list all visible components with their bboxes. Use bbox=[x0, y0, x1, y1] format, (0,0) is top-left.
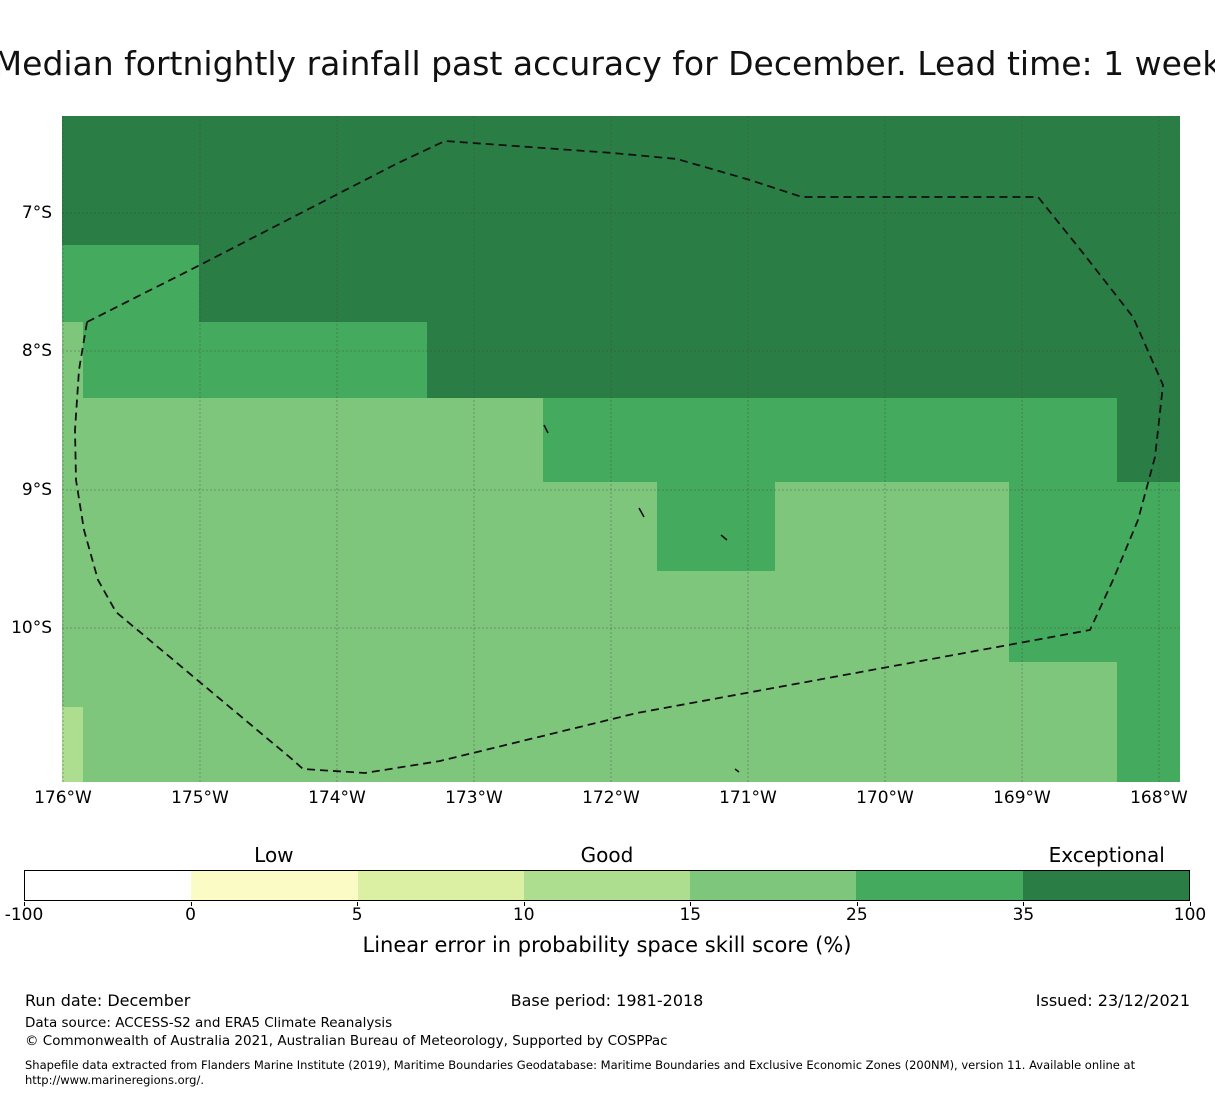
island-boundary-mark bbox=[720, 534, 728, 541]
colorbar-tick-label: 25 bbox=[846, 905, 868, 925]
skill-cell-15-25 bbox=[775, 482, 1009, 571]
colorbar-tickmark bbox=[357, 902, 359, 906]
lon-tick-label: 169°W bbox=[993, 788, 1051, 808]
shapefile-url-text: http://www.marineregions.org/. bbox=[25, 1073, 204, 1087]
island-boundary-mark bbox=[543, 424, 549, 434]
lon-tick-label: 175°W bbox=[171, 788, 229, 808]
copyright-text: © Commonwealth of Australia 2021, Austra… bbox=[25, 1033, 668, 1049]
skill-cell-10-15 bbox=[62, 707, 83, 782]
skill-cell-25-35 bbox=[83, 322, 427, 398]
run-date-text: Run date: December bbox=[25, 991, 191, 1010]
lat-tick-label: 10°S bbox=[11, 618, 52, 638]
colorbar-axis-label: Linear error in probability space skill … bbox=[362, 933, 852, 957]
lon-tick-label: 170°W bbox=[856, 788, 914, 808]
skill-cell-25-35 bbox=[62, 245, 199, 322]
colorbar-tickmark bbox=[1190, 902, 1191, 906]
colorbar-segment-0 bbox=[25, 871, 192, 900]
skill-cell-15-25 bbox=[62, 662, 1117, 707]
skill-cell-35-100 bbox=[199, 245, 1180, 322]
colorbar-tickmark bbox=[523, 902, 525, 906]
colorbar-tickmark bbox=[190, 902, 192, 906]
lat-tick-label: 8°S bbox=[21, 341, 52, 361]
lon-tick-label: 171°W bbox=[719, 788, 777, 808]
colorbar-tickmark bbox=[24, 902, 25, 906]
colorbar-segment-6 bbox=[1022, 871, 1189, 900]
colorbar-tick-label: 15 bbox=[679, 905, 702, 925]
colorbar-tick-label: -100 bbox=[4, 905, 44, 925]
colorbar-tickmark bbox=[856, 902, 858, 906]
skill-cell-25-35 bbox=[543, 398, 1117, 482]
skill-cell-35-100 bbox=[427, 322, 1180, 398]
colorbar-segment-4 bbox=[690, 871, 857, 900]
colorbar-category-low: Low bbox=[254, 843, 294, 867]
colorbar-tick-label: 35 bbox=[1012, 905, 1035, 925]
skill-cell-25-35 bbox=[657, 482, 775, 571]
skill-cell-15-25 bbox=[62, 482, 657, 571]
data-source-text: Data source: ACCESS-S2 and ERA5 Climate … bbox=[25, 1015, 393, 1031]
lat-tick-label: 7°S bbox=[21, 203, 52, 223]
skill-cell-15-25 bbox=[62, 322, 83, 398]
skill-cell-35-100 bbox=[1117, 398, 1180, 482]
colorbar-tick-label: 100 bbox=[1173, 905, 1207, 925]
island-boundary-mark bbox=[638, 507, 645, 518]
rainfall-skill-map bbox=[62, 116, 1180, 782]
colorbar-category-exceptional: Exceptional bbox=[1048, 843, 1165, 867]
lon-tick-label: 168°W bbox=[1130, 788, 1188, 808]
island-boundary-mark bbox=[734, 768, 740, 773]
colorbar bbox=[24, 870, 1190, 901]
skill-cell-15-25 bbox=[62, 398, 543, 482]
colorbar-segment-1 bbox=[191, 871, 358, 900]
skill-cell-15-25 bbox=[83, 707, 1117, 782]
colorbar-tick-label: 10 bbox=[512, 905, 535, 925]
base-period-text: Base period: 1981-2018 bbox=[510, 991, 704, 1010]
skill-cell-35-100 bbox=[62, 116, 1180, 245]
colorbar-segment-3 bbox=[523, 871, 691, 900]
colorbar-tick-label: 0 bbox=[185, 905, 196, 925]
colorbar-segment-2 bbox=[357, 871, 524, 900]
colorbar-category-good: Good bbox=[580, 843, 634, 867]
lon-tick-label: 174°W bbox=[308, 788, 366, 808]
skill-cell-25-35 bbox=[1009, 482, 1180, 662]
page-title: Median fortnightly rainfall past accurac… bbox=[0, 44, 1215, 83]
lat-tick-label: 9°S bbox=[21, 480, 52, 500]
lon-tick-label: 173°W bbox=[445, 788, 503, 808]
lon-tick-label: 172°W bbox=[582, 788, 640, 808]
colorbar-tickmark bbox=[690, 902, 692, 906]
colorbar-tick-label: 5 bbox=[351, 905, 363, 925]
colorbar-tickmark bbox=[1023, 902, 1025, 906]
lon-tick-label: 176°W bbox=[34, 788, 92, 808]
colorbar-segment-5 bbox=[856, 871, 1023, 900]
issued-date-text: Issued: 23/12/2021 bbox=[1035, 991, 1190, 1010]
skill-cell-25-35 bbox=[1117, 662, 1180, 782]
skill-cell-15-25 bbox=[62, 571, 1009, 662]
shapefile-note-text: Shapefile data extracted from Flanders M… bbox=[25, 1058, 1136, 1072]
eez-boundary-line bbox=[74, 140, 1164, 774]
